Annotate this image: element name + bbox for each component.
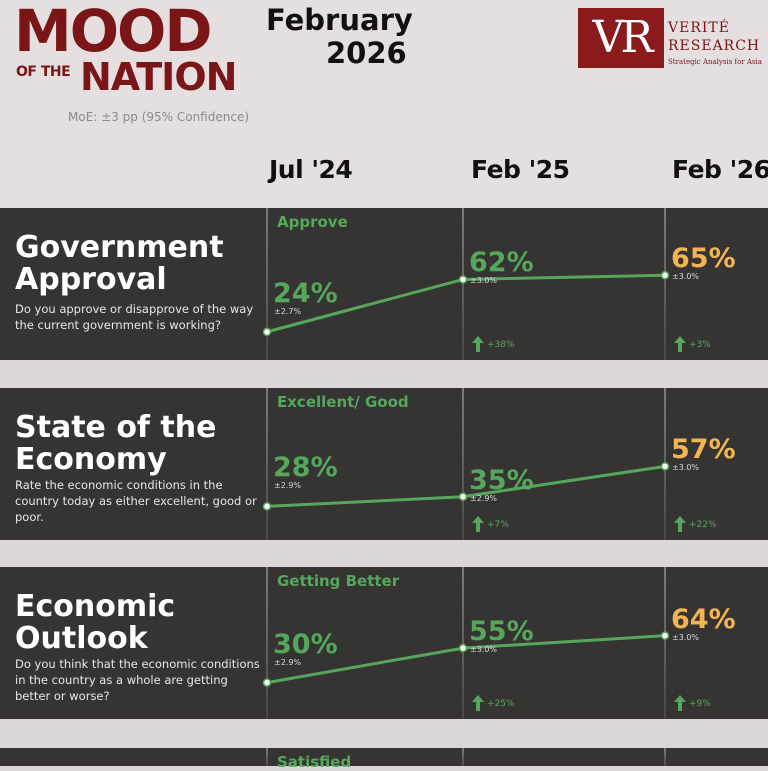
value-moe: ±2.9% — [274, 657, 302, 667]
logo-of-the: OF THE — [16, 64, 71, 80]
data-point — [458, 643, 468, 653]
data-point — [458, 275, 468, 284]
response-label: Excellent/ Good — [277, 393, 409, 411]
panel-2: Excellent/ Good State of the Economy Rate t… — [0, 388, 768, 540]
data-point — [262, 502, 272, 511]
panel-title-line1: Government — [15, 230, 224, 265]
change-label: +25% — [487, 699, 515, 709]
data-point — [262, 678, 272, 687]
value-moe: ±3.0% — [672, 463, 700, 473]
value-label: 62% — [469, 247, 534, 279]
value-label: 28% — [273, 452, 338, 484]
change-label: +7% — [487, 520, 509, 530]
up-arrow-icon — [472, 695, 484, 711]
logo-nation: NATION — [80, 55, 237, 99]
column-divider — [266, 748, 268, 766]
logo-mood: MOOD — [14, 0, 212, 65]
change-label: +9% — [689, 699, 711, 709]
period-label: Feb '25 — [471, 155, 570, 184]
up-arrow-icon — [472, 336, 484, 352]
column-divider — [266, 208, 268, 360]
up-arrow-icon — [472, 516, 484, 532]
panel-question: Rate the economic conditions in the coun… — [15, 478, 257, 524]
data-point — [262, 327, 272, 337]
value-moe: ±3.0% — [470, 645, 498, 655]
header: MOOD OF THE NATION MoE: ±3 pp (95% Confi… — [0, 0, 768, 208]
panel-question: Do you approve or disapprove of the way … — [15, 302, 254, 332]
period-label: Feb '26 — [672, 155, 768, 184]
value-label: 24% — [273, 277, 338, 309]
panel-3: Getting Better Economic Outlook Do you thin… — [0, 567, 768, 719]
data-point — [458, 492, 468, 501]
value-label: 57% — [671, 434, 736, 466]
value-moe: ±3.0% — [672, 272, 700, 282]
change-label: +3% — [689, 340, 711, 350]
value-moe: ±2.9% — [274, 481, 302, 491]
response-label: Satisfied — [277, 753, 352, 771]
data-point — [660, 631, 670, 640]
column-divider — [664, 748, 666, 766]
trend-chart — [262, 462, 670, 511]
trend-chart — [262, 631, 670, 687]
value-moe: ±3.0% — [470, 276, 498, 286]
panel-1: Approve Government Approval Do you approve … — [0, 208, 768, 360]
response-label: Approve — [277, 213, 348, 231]
survey-year: 2026 — [326, 36, 407, 70]
column-divider — [462, 388, 464, 540]
up-arrow-icon — [674, 336, 686, 352]
value-moe: ±2.7% — [274, 306, 302, 316]
response-label: Getting Better — [277, 572, 400, 590]
column-divider — [664, 567, 666, 719]
margin-of-error: MoE: ±3 pp (95% Confidence) — [68, 110, 250, 124]
column-divider — [266, 567, 268, 719]
value-label: 64% — [671, 603, 736, 635]
column-divider — [462, 567, 464, 719]
brand-tagline: Strategic Analysis for Asia — [668, 58, 762, 66]
panel-question: Do you think that the economic condition… — [15, 657, 260, 703]
trend-chart — [262, 271, 670, 337]
panel-title-line2: Outlook — [15, 621, 148, 656]
panel-4: Satisfied — [0, 748, 768, 771]
column-divider — [266, 388, 268, 540]
change-label: +22% — [689, 520, 717, 530]
value-label: 65% — [671, 243, 736, 275]
change-label: +38% — [487, 340, 515, 350]
value-label: 30% — [273, 628, 338, 660]
value-moe: ±3.0% — [672, 632, 700, 642]
brand-name-line1: VERITÉ — [668, 20, 730, 36]
up-arrow-icon — [674, 695, 686, 711]
data-point — [660, 462, 670, 471]
up-arrow-icon — [674, 516, 686, 532]
survey-month: February — [266, 3, 413, 37]
panel-title-line2: Economy — [15, 442, 167, 477]
data-point — [660, 271, 670, 280]
brand-logo: VR — [578, 8, 664, 68]
value-label: 35% — [469, 464, 534, 496]
panel-title-line1: State of the — [15, 410, 217, 445]
panel-title-line1: Economic — [15, 589, 176, 624]
column-divider — [462, 208, 464, 360]
brand-name-line2: RESEARCH — [668, 38, 761, 54]
value-moe: ±2.9% — [470, 493, 498, 503]
column-divider — [462, 748, 464, 766]
value-label: 55% — [469, 616, 534, 648]
period-label: Jul '24 — [269, 155, 353, 184]
panel-title-line2: Approval — [15, 262, 167, 297]
column-divider — [664, 208, 666, 360]
